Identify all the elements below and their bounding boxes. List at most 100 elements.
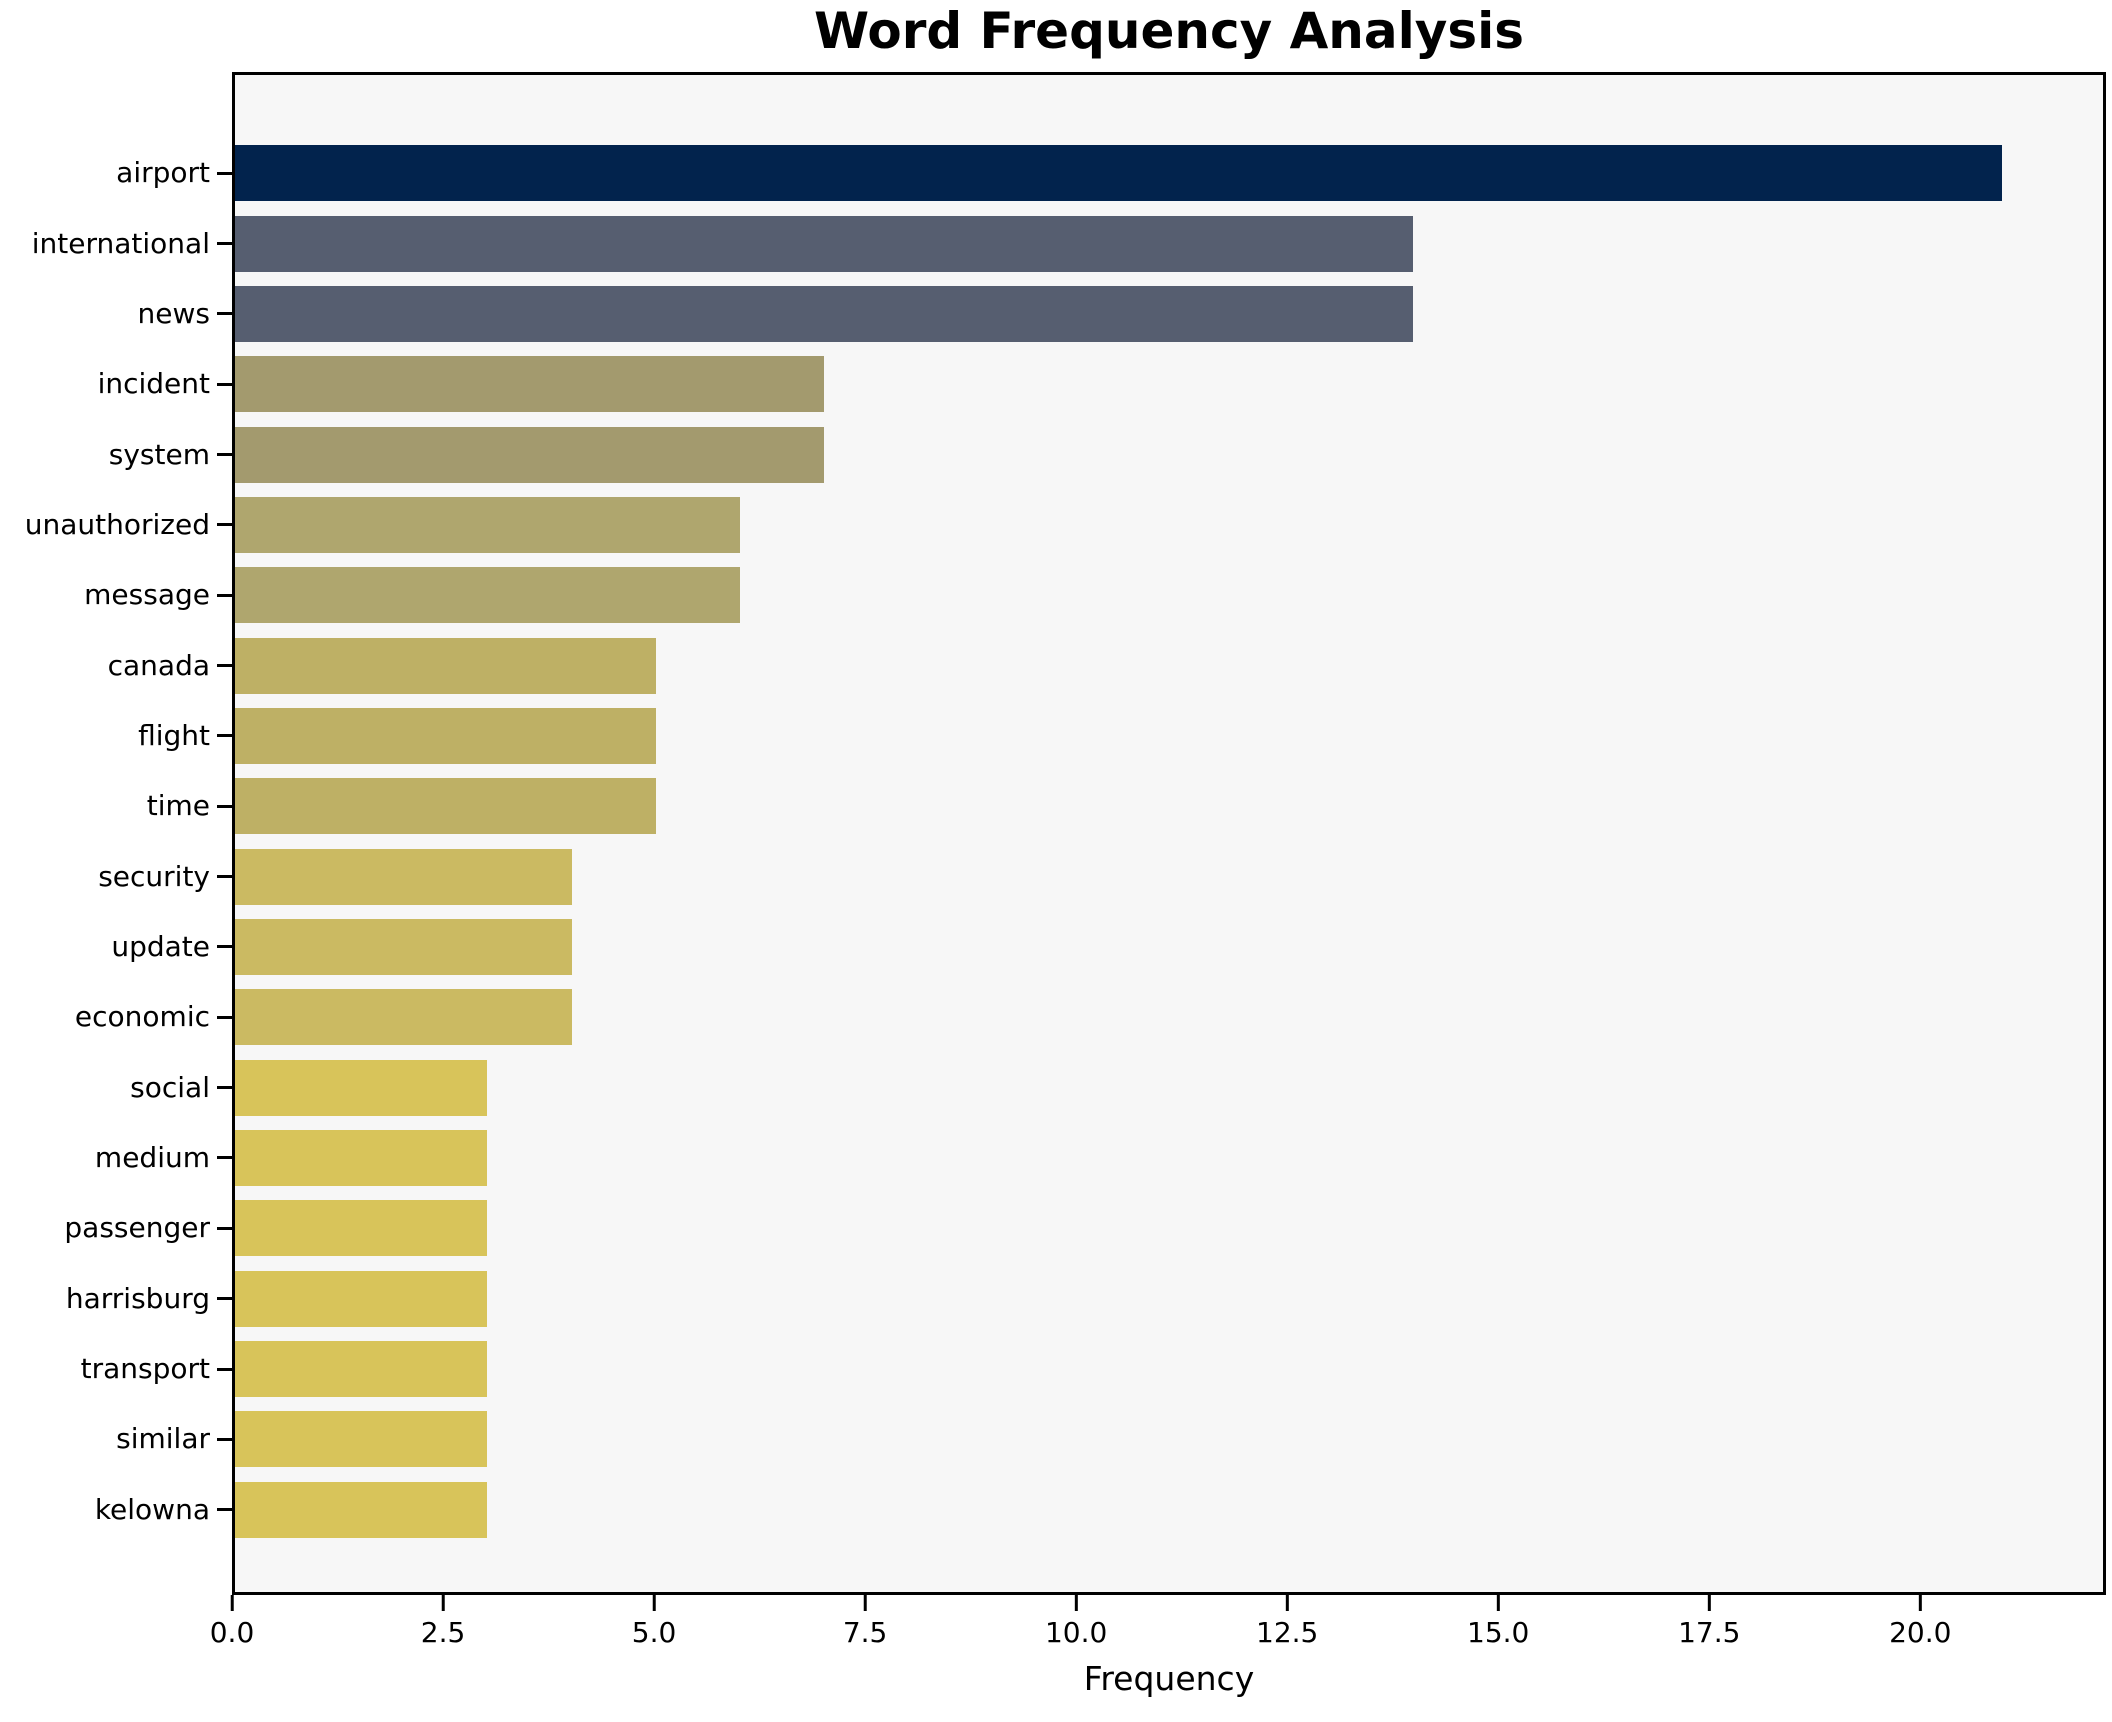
- x-tick: 0.0: [209, 1595, 255, 1649]
- bar: [235, 918, 572, 975]
- x-tick-label: 10.0: [1044, 1616, 1108, 1649]
- y-tick-mark: [217, 664, 232, 668]
- bar-row: social: [130, 1052, 2103, 1122]
- y-tick-mark: [217, 734, 232, 738]
- bar-label: unauthorized: [24, 507, 210, 541]
- y-tick-mark: [217, 523, 232, 527]
- x-axis-label: Frequency: [1083, 1659, 1255, 1698]
- y-tick-mark: [217, 1367, 232, 1371]
- bar: [235, 1481, 488, 1538]
- y-tick-mark: [217, 1508, 232, 1512]
- bar-row: economic: [75, 982, 2103, 1052]
- bar: [235, 1341, 488, 1398]
- x-axis-ticks: 0.0 2.5 5.0 7.5 10.0 12.5 15.0 17.5 20.0: [210, 1595, 2106, 1665]
- y-tick-mark: [217, 1015, 232, 1019]
- x-tick: 20.0: [1889, 1595, 1951, 1647]
- y-tick-mark: [217, 945, 232, 949]
- x-tick-mark: [1285, 1595, 1289, 1611]
- bar: [235, 496, 740, 553]
- y-tick-mark: [217, 1226, 232, 1230]
- y-tick-mark: [217, 453, 232, 457]
- x-tick-mark: [441, 1595, 445, 1611]
- y-tick-mark: [217, 875, 232, 879]
- bar: [235, 1270, 488, 1327]
- bar: [235, 567, 740, 624]
- bar-label: social: [130, 1070, 210, 1104]
- bar-row: canada: [108, 630, 2103, 700]
- chart-title: Word Frequency Analysis: [813, 2, 1525, 60]
- x-tick: 15.0: [1467, 1595, 1529, 1647]
- bar-label: medium: [94, 1140, 210, 1174]
- bar: [235, 285, 1414, 342]
- x-tick-mark: [230, 1595, 234, 1611]
- bar: [235, 426, 824, 483]
- bar-label: transport: [80, 1352, 210, 1386]
- bar: [235, 1129, 488, 1186]
- bar-row: flight: [138, 701, 2103, 771]
- bar-label: passenger: [64, 1211, 210, 1245]
- bar-row: similar: [116, 1404, 2103, 1474]
- x-tick-label: 17.5: [1678, 1616, 1741, 1649]
- bar: [235, 778, 656, 835]
- x-tick-label: 5.0: [631, 1616, 677, 1649]
- y-tick-mark: [217, 171, 232, 175]
- bar-label: flight: [138, 718, 210, 752]
- bar: [235, 707, 656, 764]
- bar-label: incident: [97, 367, 210, 401]
- x-tick-mark: [1496, 1595, 1500, 1611]
- bar-label: news: [137, 296, 210, 330]
- bar-row: kelowna: [95, 1475, 2103, 1545]
- bar-row: harrisburg: [66, 1264, 2103, 1334]
- bar-label: harrisburg: [65, 1281, 210, 1315]
- bar: [235, 145, 2003, 202]
- bar: [235, 848, 572, 905]
- bar-row: security: [98, 841, 2103, 911]
- bar-label: message: [84, 578, 210, 612]
- y-tick-mark: [217, 1156, 232, 1160]
- x-tick-mark: [1918, 1595, 1922, 1611]
- y-tick-mark: [217, 242, 232, 246]
- bar-label: security: [98, 859, 210, 893]
- y-tick-mark: [217, 804, 232, 808]
- x-tick-label: 12.5: [1256, 1616, 1319, 1649]
- bar: [235, 637, 656, 694]
- bar: [235, 1411, 488, 1468]
- bar-label: kelowna: [94, 1492, 210, 1526]
- bar-row: unauthorized: [25, 490, 2103, 560]
- bar: [235, 356, 824, 413]
- bar-row: airport: [116, 138, 2103, 208]
- x-tick: 5.0: [631, 1595, 677, 1649]
- bar-label: airport: [116, 156, 210, 190]
- bar-row: message: [84, 560, 2103, 630]
- bar-label: economic: [74, 1000, 210, 1034]
- x-tick: 10.0: [1045, 1595, 1107, 1647]
- x-tick: 17.5: [1678, 1595, 1740, 1647]
- x-tick-label: 7.5: [842, 1616, 888, 1649]
- bar-row: time: [147, 771, 2103, 841]
- bar-row: system: [109, 419, 2103, 489]
- y-tick-mark: [217, 382, 232, 386]
- x-tick-label: 0.0: [209, 1616, 255, 1649]
- bar: [235, 1200, 488, 1257]
- bar-row: update: [111, 912, 2103, 982]
- y-tick-mark: [217, 1086, 232, 1090]
- x-tick-mark: [652, 1595, 656, 1611]
- x-tick-label: 15.0: [1467, 1616, 1530, 1649]
- x-tick-label: 2.5: [420, 1616, 466, 1649]
- y-tick-mark: [217, 1297, 232, 1301]
- y-tick-mark: [217, 1437, 232, 1441]
- bar-label: international: [31, 226, 210, 260]
- y-tick-mark: [217, 312, 232, 316]
- bar-row: incident: [98, 349, 2103, 419]
- bar-row: transport: [81, 1334, 2103, 1404]
- bar-label: system: [108, 437, 210, 471]
- bar-row: international: [32, 208, 2103, 278]
- x-tick-mark: [863, 1595, 867, 1611]
- bar-row: medium: [95, 1123, 2103, 1193]
- bar: [235, 1059, 488, 1116]
- bar: [235, 215, 1414, 272]
- bar-label: update: [111, 929, 210, 963]
- x-tick-mark: [1707, 1595, 1711, 1611]
- bar-label: time: [146, 789, 210, 823]
